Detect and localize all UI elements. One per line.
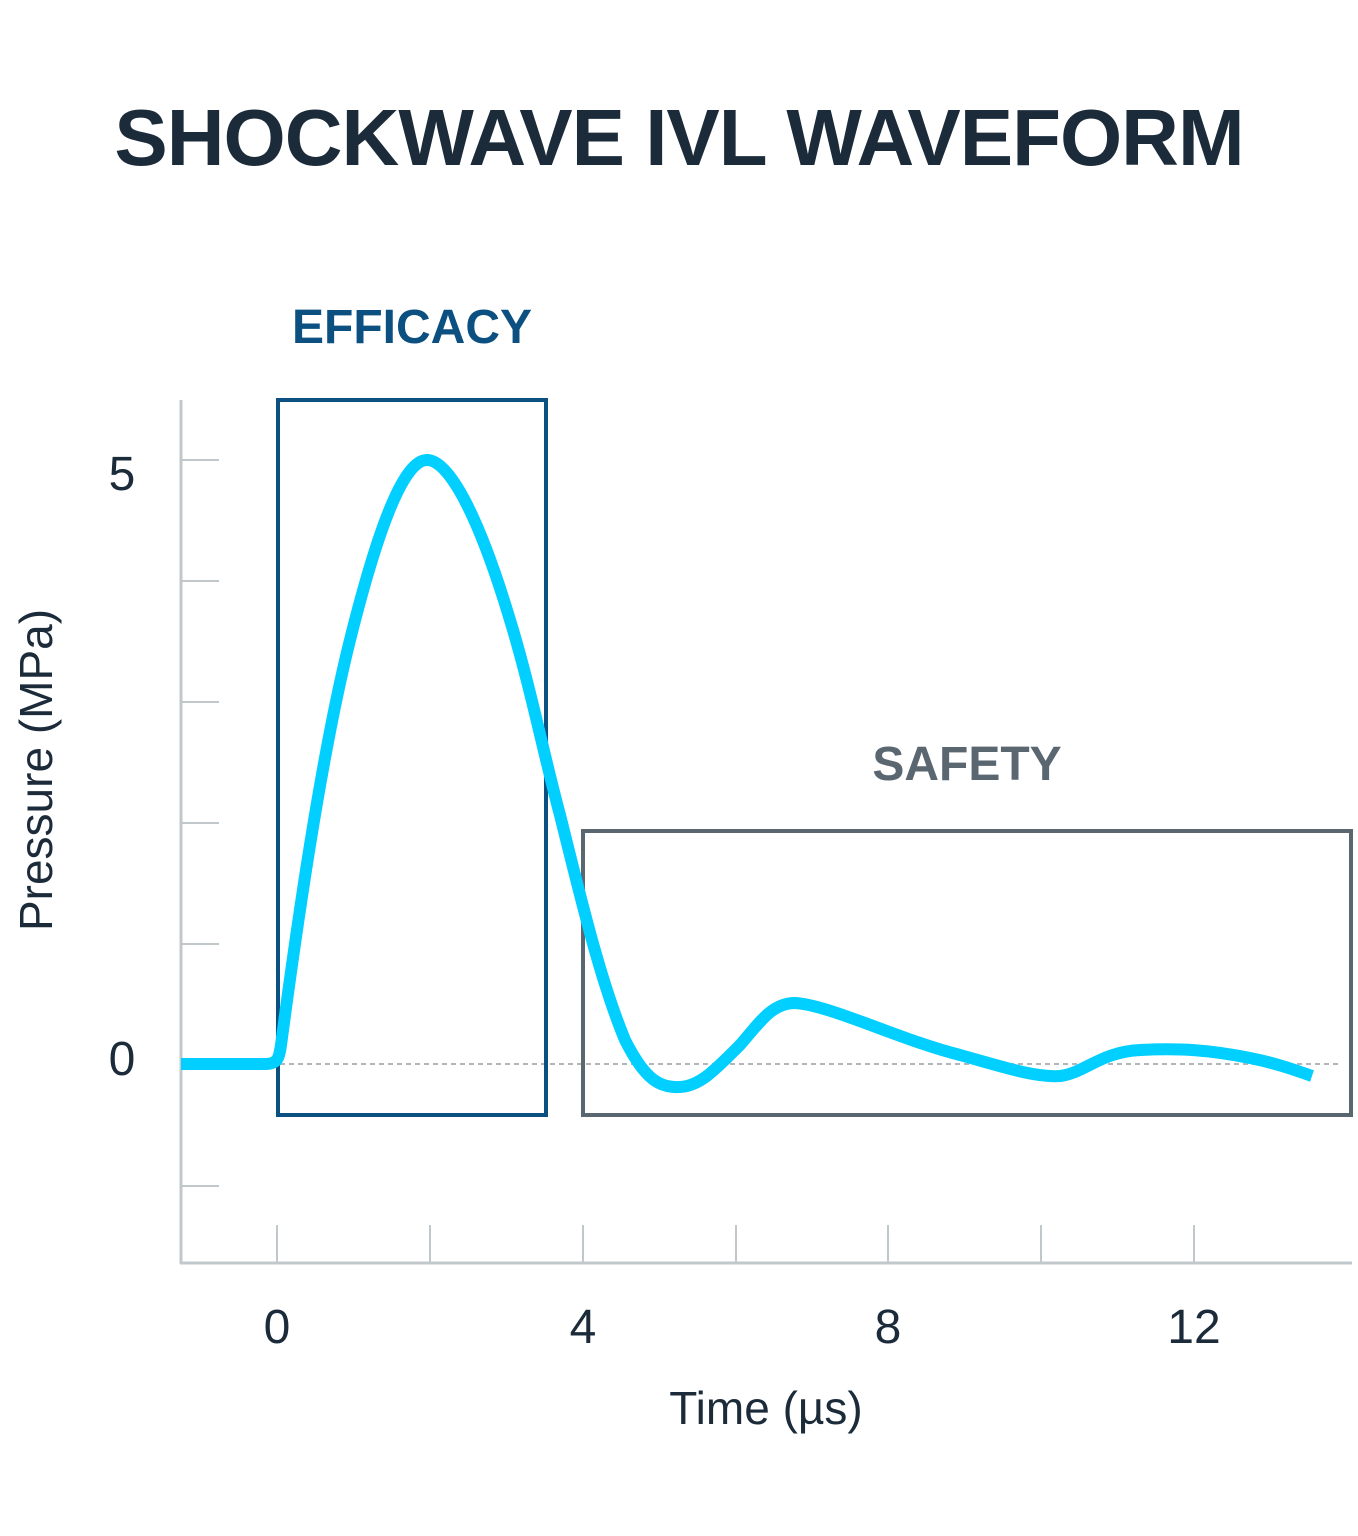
efficacy-label: EFFICACY bbox=[292, 301, 532, 354]
safety-box bbox=[581, 829, 1353, 1117]
x-tick-label-0: 0 bbox=[264, 1301, 291, 1354]
y-axis-title: Pressure (MPa) bbox=[10, 609, 62, 931]
x-axis-title: Time (µs) bbox=[669, 1382, 862, 1434]
x-axis-ticks bbox=[276, 1225, 1195, 1263]
x-tick-label-8: 8 bbox=[875, 1301, 902, 1354]
y-tick-label-5: 5 bbox=[109, 448, 136, 501]
waveform-curve bbox=[181, 454, 1314, 1094]
x-tick-label-12: 12 bbox=[1167, 1301, 1220, 1354]
chart-title: SHOCKWAVE IVL WAVEFORM bbox=[114, 93, 1244, 182]
safety-label: SAFETY bbox=[872, 738, 1061, 791]
efficacy-box bbox=[276, 398, 548, 1117]
x-tick-label-4: 4 bbox=[570, 1301, 597, 1354]
y-tick-label-0: 0 bbox=[109, 1033, 136, 1086]
y-axis-ticks bbox=[181, 459, 219, 1187]
